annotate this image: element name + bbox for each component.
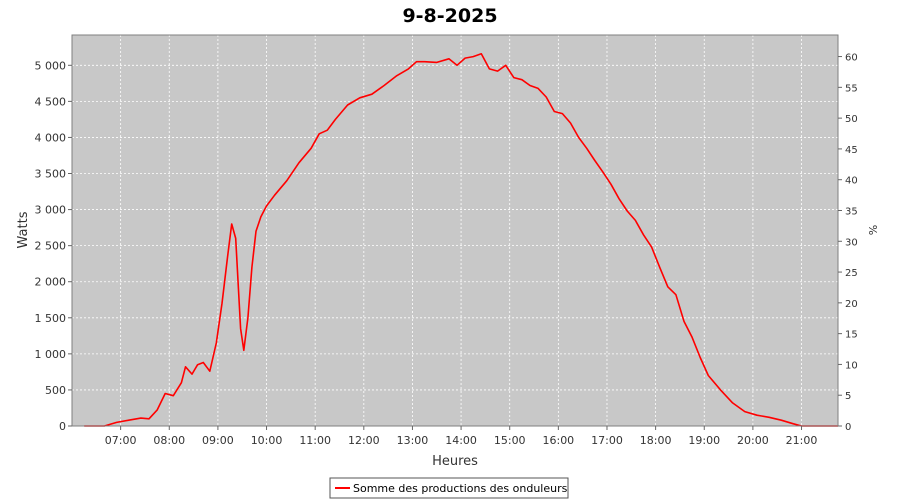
- plot-background: [72, 35, 838, 426]
- grid: [72, 35, 838, 427]
- y2-tick-label: 50: [845, 114, 858, 125]
- chart-title: 9-8-2025: [402, 5, 497, 27]
- x-tick-label: 11:00: [299, 434, 331, 447]
- x-tick-label: 21:00: [786, 434, 818, 447]
- y2-tick-label: 45: [845, 145, 858, 156]
- plot-frame: [71, 34, 839, 427]
- y-tick-label: 0: [59, 420, 66, 433]
- y-tick-label: 4 500: [35, 95, 67, 108]
- x-tick-label: 20:00: [737, 434, 769, 447]
- x-axis: 07:00 08:00 09:00 10:00 11:00 12:00 13:00 14:00…: [105, 426, 818, 447]
- y2-tick-label: 5: [845, 391, 851, 402]
- y-axis-right: 0 5 10 15 20 25 30 35 40 45 50 55 60: [838, 53, 858, 433]
- x-tick-label: 16:00: [542, 434, 574, 447]
- y-tick-label: 500: [45, 384, 66, 397]
- x-tick-label: 17:00: [591, 434, 623, 447]
- y-axis-label: Watts: [16, 211, 31, 248]
- y2-tick-label: 60: [845, 53, 858, 64]
- legend-label: Somme des productions des onduleurs: [353, 482, 568, 495]
- y-tick-label: 4 000: [35, 131, 67, 144]
- y-tick-label: 1 000: [35, 348, 67, 361]
- x-tick-label: 08:00: [153, 434, 185, 447]
- y2-tick-label: 40: [845, 176, 858, 187]
- y2-tick-label: 10: [845, 360, 858, 371]
- x-tick-label: 19:00: [688, 434, 720, 447]
- x-tick-label: 09:00: [202, 434, 234, 447]
- y2-axis-label: %: [866, 225, 879, 235]
- y-axis-left: 0 500 1 000 1 500 2 000 2 500 3 000 3 500 4 000 4…: [35, 59, 72, 433]
- x-tick-label: 10:00: [251, 434, 283, 447]
- x-tick-label: 13:00: [397, 434, 429, 447]
- y-tick-label: 2 500: [35, 240, 67, 253]
- series-line: [84, 53, 838, 427]
- x-tick-label: 15:00: [494, 434, 526, 447]
- y2-tick-label: 20: [845, 299, 858, 310]
- y-tick-label: 1 500: [35, 312, 67, 325]
- y2-tick-label: 15: [845, 330, 858, 341]
- legend: Somme des productions des onduleurs: [329, 477, 569, 499]
- x-tick-label: 14:00: [445, 434, 477, 447]
- y-tick-label: 3 500: [35, 168, 67, 181]
- x-tick-label: 07:00: [105, 434, 137, 447]
- y2-tick-label: 0: [845, 422, 851, 433]
- legend-box: [329, 477, 569, 499]
- x-tick-label: 12:00: [348, 434, 380, 447]
- y2-tick-label: 25: [845, 268, 858, 279]
- y2-tick-label: 55: [845, 83, 858, 94]
- y-tick-label: 5 000: [35, 59, 67, 72]
- y2-tick-label: 35: [845, 206, 858, 217]
- y2-tick-label: 30: [845, 237, 858, 248]
- x-axis-label: Heures: [432, 454, 478, 469]
- x-tick-label: 18:00: [640, 434, 672, 447]
- y-tick-label: 2 000: [35, 276, 67, 289]
- y-tick-label: 3 000: [35, 204, 67, 217]
